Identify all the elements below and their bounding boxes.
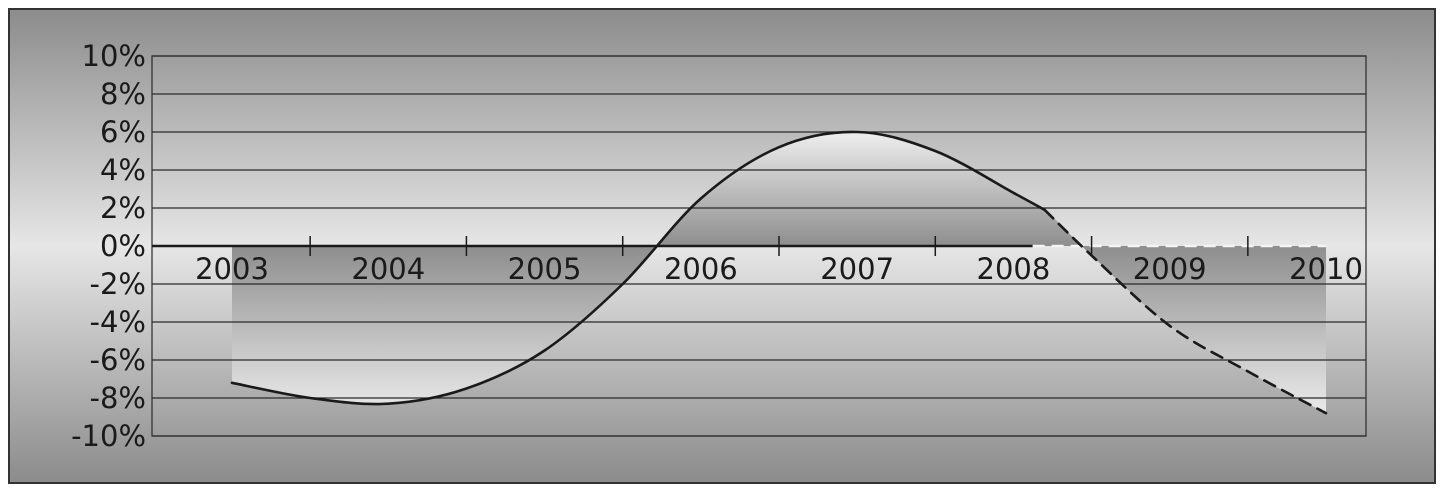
y-tick-label: 4%: [100, 153, 146, 187]
y-tick-label: -10%: [71, 419, 146, 453]
series-line: [230, 130, 1046, 406]
y-tick-label: -8%: [90, 381, 146, 415]
x-category-label: 2003: [195, 252, 269, 286]
y-tick-label: 8%: [100, 77, 146, 111]
x-category-label: 2010: [1289, 252, 1363, 286]
y-tick-label: -6%: [90, 343, 146, 377]
x-axis-category-labels: 2003 2004 2005 2006 2007 2008 2009 2010: [195, 252, 1363, 286]
y-axis-tick-labels: 10% 8% 6% 4% 2% 0% -2% -4% -6% -8% -10%: [71, 39, 146, 453]
y-tick-label: -4%: [90, 305, 146, 339]
y-tick-label: 6%: [100, 115, 146, 149]
x-category-label: 2006: [664, 252, 738, 286]
y-tick-label: 2%: [100, 191, 146, 225]
x-category-label: 2009: [1133, 252, 1207, 286]
y-tick-label: -2%: [90, 267, 146, 301]
series-line-projected: [1043, 208, 1328, 415]
chart-svg: 10%8%6%4%2%0%-2%-4%-6%-8%-10% 2003 2004 20…: [10, 10, 1434, 482]
series-lines: [230, 130, 1328, 415]
x-category-label: 2007: [820, 252, 894, 286]
y-tick-label: 10%: [82, 39, 146, 73]
y-tick-label: 0%: [100, 229, 146, 263]
chart-frame: 10% 8% 6% 4% 2% 0% -2% -4% -6% -8% -10% 2003 2004 20…: [8, 8, 1436, 484]
x-category-label: 2004: [351, 252, 425, 286]
x-category-label: 2005: [508, 252, 582, 286]
x-category-label: 2008: [977, 252, 1051, 286]
